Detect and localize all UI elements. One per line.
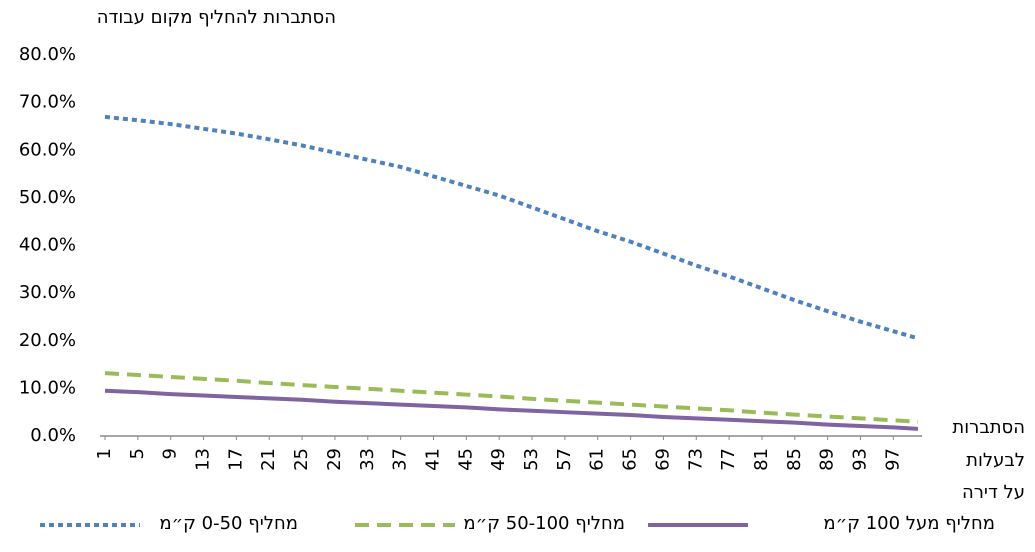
y-tick-label: 10.0% — [19, 377, 76, 398]
x-tick-label: 65 — [620, 448, 641, 471]
x-tick-label: 61 — [587, 448, 608, 471]
x-tick-label: 29 — [324, 448, 345, 471]
x-tick-label: 69 — [652, 448, 673, 471]
x-axis-title: הסתברות — [952, 417, 1025, 438]
legend-label: מחליף 0-50 ק״מ — [159, 513, 298, 534]
x-tick-label: 21 — [258, 448, 279, 471]
x-tick-label: 73 — [685, 448, 706, 471]
x-tick-label: 85 — [784, 448, 805, 471]
x-tick-label: 77 — [718, 448, 739, 471]
y-tick-label: 40.0% — [19, 235, 76, 256]
y-tick-label: 20.0% — [19, 330, 76, 351]
x-tick-label: 9 — [160, 448, 181, 459]
x-tick-label: 13 — [193, 448, 214, 471]
x-tick-label: 93 — [850, 448, 871, 471]
x-tick-label: 97 — [882, 448, 903, 471]
x-tick-label: 17 — [225, 448, 246, 471]
x-tick-label: 1 — [94, 448, 115, 459]
y-tick-label: 70.0% — [19, 92, 76, 113]
x-tick-label: 5 — [127, 448, 148, 459]
legend-label: מחליף מעל 100 ק״מ — [823, 513, 995, 534]
y-tick-label: 30.0% — [19, 282, 76, 303]
x-tick-label: 49 — [488, 448, 509, 471]
x-tick-label: 57 — [554, 448, 575, 471]
x-tick-label: 41 — [422, 448, 443, 471]
y-tick-label: 60.0% — [19, 139, 76, 160]
y-tick-label: 80.0% — [19, 44, 76, 65]
y-tick-label: 0.0% — [30, 425, 76, 446]
series-line — [104, 371, 919, 424]
x-tick-label: 37 — [390, 448, 411, 471]
x-tick-label: 45 — [455, 448, 476, 471]
x-axis-title: לבעלות — [966, 450, 1025, 471]
y-axis-title: הסתברות להחליף מקום עבודה — [97, 7, 336, 28]
x-tick-label: 25 — [291, 448, 312, 471]
x-tick-label: 89 — [817, 448, 838, 471]
x-axis-title: על דירה — [962, 482, 1025, 503]
y-tick-label: 50.0% — [19, 187, 76, 208]
series-line — [104, 388, 919, 431]
x-tick-label: 53 — [521, 448, 542, 471]
x-tick-label: 33 — [357, 448, 378, 471]
series-line — [104, 114, 919, 341]
x-tick-label: 81 — [751, 448, 772, 471]
legend-label: מחליף 50-100 ק״מ — [463, 513, 625, 534]
